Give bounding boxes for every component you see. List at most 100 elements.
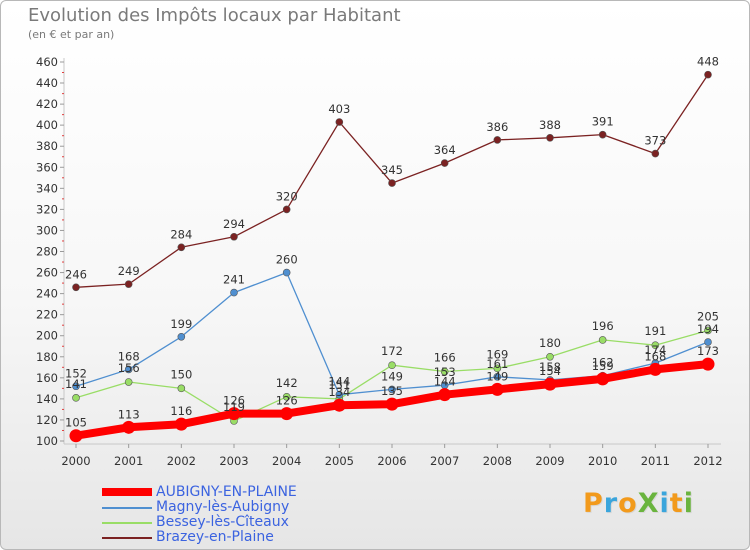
data-label: 135 bbox=[381, 384, 403, 398]
data-point bbox=[704, 338, 712, 346]
data-label: 386 bbox=[486, 120, 508, 134]
data-point bbox=[227, 407, 241, 421]
legend-label-aubigny: AUBIGNY-EN-PLAINE bbox=[156, 484, 297, 500]
data-point bbox=[124, 280, 133, 288]
data-point bbox=[335, 118, 344, 126]
data-label: 105 bbox=[65, 416, 87, 430]
x-tick-label: 2002 bbox=[167, 454, 196, 468]
data-label: 345 bbox=[381, 163, 403, 177]
y-tick-label: 420 bbox=[36, 97, 58, 111]
data-label: 448 bbox=[697, 55, 719, 69]
data-point bbox=[280, 407, 294, 421]
data-point bbox=[546, 134, 554, 142]
data-point bbox=[651, 341, 660, 349]
y-tick-label: 340 bbox=[36, 181, 58, 195]
data-label: 141 bbox=[65, 377, 87, 391]
data-label: 241 bbox=[223, 273, 245, 287]
y-tick-label: 200 bbox=[36, 329, 58, 343]
legend-label-bessey: Bessey-lès-Cîteaux bbox=[156, 514, 289, 530]
x-tick-label: 2005 bbox=[325, 454, 354, 468]
y-tick-label: 280 bbox=[36, 245, 58, 259]
data-label: 391 bbox=[592, 115, 614, 129]
x-tick-label: 2009 bbox=[535, 454, 564, 468]
x-tick-label: 2004 bbox=[272, 454, 301, 468]
data-point bbox=[177, 332, 186, 341]
data-label: 173 bbox=[697, 344, 719, 358]
data-label: 196 bbox=[592, 319, 614, 333]
data-point bbox=[177, 243, 186, 252]
data-label: 116 bbox=[170, 404, 192, 418]
data-label: 403 bbox=[328, 102, 350, 116]
data-label: 142 bbox=[276, 376, 298, 390]
data-point bbox=[122, 420, 136, 434]
y-tick-label: 240 bbox=[36, 287, 58, 301]
data-point bbox=[704, 70, 712, 79]
data-point bbox=[490, 382, 504, 396]
y-tick-label: 400 bbox=[36, 118, 58, 132]
x-tick-label: 2010 bbox=[588, 454, 617, 468]
data-label: 194 bbox=[697, 322, 719, 336]
x-tick-label: 2006 bbox=[377, 454, 406, 468]
logo-letter: i bbox=[683, 488, 694, 519]
data-point bbox=[282, 205, 291, 214]
x-tick-label: 2008 bbox=[483, 454, 512, 468]
logo-letter: o bbox=[618, 488, 638, 519]
data-point bbox=[69, 429, 83, 443]
legend-swatch-brazey bbox=[102, 537, 152, 539]
data-label: 284 bbox=[170, 227, 192, 241]
legend: AUBIGNY-EN-PLAINE Magny-lès-Aubigny Bess… bbox=[102, 484, 362, 545]
data-label: 249 bbox=[118, 264, 140, 278]
data-point bbox=[174, 417, 188, 431]
line-chart: 100 120 140 160 180 200 220 240 260 280 300 320 340 3… bbox=[36, 55, 723, 468]
data-label: 169 bbox=[486, 347, 508, 361]
data-label: 144 bbox=[434, 375, 456, 389]
data-point bbox=[177, 384, 186, 393]
data-label: 168 bbox=[644, 349, 666, 363]
data-point bbox=[546, 352, 554, 361]
legend-label-brazey: Brazey-en-Plaine bbox=[156, 529, 274, 545]
data-point bbox=[701, 357, 715, 371]
data-point bbox=[651, 149, 660, 158]
data-label: 168 bbox=[118, 349, 140, 363]
x-tick-label: 2003 bbox=[219, 454, 248, 468]
data-point bbox=[72, 382, 80, 391]
data-label: 126 bbox=[276, 394, 298, 408]
data-label: 159 bbox=[592, 359, 614, 373]
legend-item-magny: Magny-lès-Aubigny bbox=[102, 499, 362, 515]
data-point bbox=[124, 365, 133, 374]
data-point bbox=[388, 385, 396, 394]
data-label: 294 bbox=[223, 217, 245, 231]
data-point bbox=[493, 364, 502, 373]
data-point bbox=[596, 372, 610, 386]
data-label: 161 bbox=[486, 357, 508, 371]
data-label: 156 bbox=[118, 361, 140, 375]
y-tick-label: 100 bbox=[36, 434, 58, 448]
data-point bbox=[493, 372, 502, 381]
y-tick-label: 380 bbox=[36, 139, 58, 153]
y-tick-label: 160 bbox=[36, 371, 58, 385]
data-label: 260 bbox=[276, 253, 298, 267]
legend-item-bessey: Bessey-lès-Cîteaux bbox=[102, 514, 362, 530]
data-label: 320 bbox=[276, 189, 298, 203]
y-tick-label: 440 bbox=[36, 76, 58, 90]
data-point bbox=[440, 367, 449, 376]
data-label: 205 bbox=[697, 309, 719, 323]
data-point bbox=[282, 268, 291, 277]
legend-swatch-aubigny bbox=[102, 488, 152, 496]
x-tick-label: 2012 bbox=[693, 454, 722, 468]
data-label: 152 bbox=[65, 366, 87, 380]
y-tick-label: 360 bbox=[36, 160, 58, 174]
chart-title: Evolution des Impôts locaux par Habitant bbox=[28, 5, 401, 26]
data-label: 246 bbox=[65, 267, 87, 281]
data-label: 113 bbox=[118, 407, 140, 421]
data-label: 153 bbox=[434, 365, 456, 379]
data-point bbox=[72, 283, 80, 292]
data-label: 149 bbox=[486, 369, 508, 383]
data-point bbox=[230, 232, 238, 241]
y-tick-label: 120 bbox=[36, 413, 58, 427]
data-point bbox=[332, 398, 346, 412]
y-tick-label: 140 bbox=[36, 392, 58, 406]
data-label: 149 bbox=[381, 369, 403, 383]
y-tick-label: 320 bbox=[36, 202, 58, 216]
data-point bbox=[440, 159, 449, 167]
